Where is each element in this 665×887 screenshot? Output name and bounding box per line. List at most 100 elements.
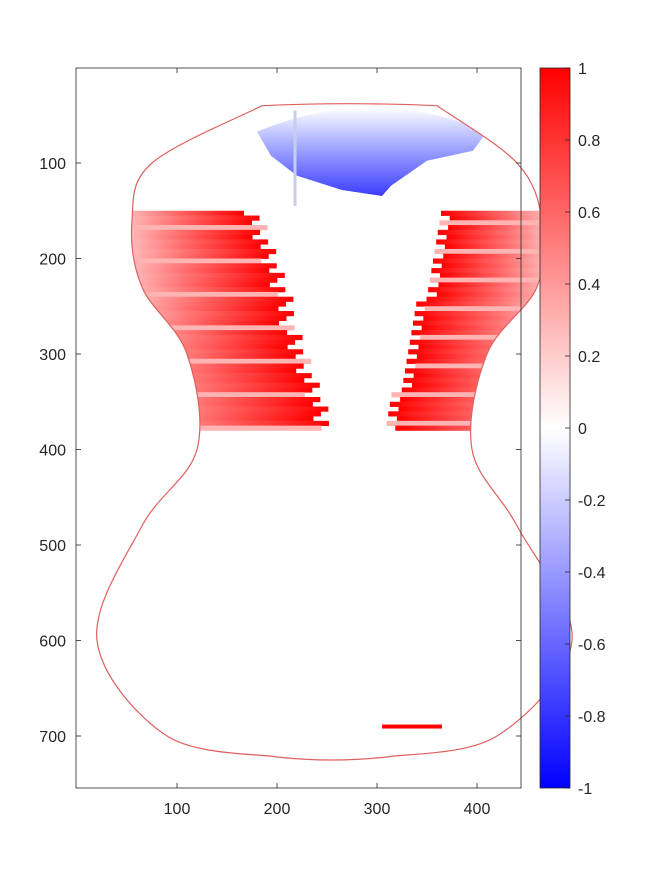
left-red-stripe: [112, 287, 286, 293]
left-red-stripe: [112, 392, 305, 398]
right-red-stripe: [440, 272, 562, 278]
left-red-stripe: [112, 377, 305, 384]
colorbar-tick-label: -0.6: [578, 637, 606, 654]
colorbar-tick-label: -0.4: [578, 565, 606, 582]
left-red-stripe: [112, 334, 303, 341]
right-red-stripe: [423, 315, 562, 321]
x-tick-label: 200: [264, 801, 291, 818]
colorbar-tick-label: -0.2: [578, 493, 606, 510]
left-red-stripe: [112, 349, 304, 355]
right-red-stripe: [411, 330, 562, 336]
left-red-stripe: [112, 225, 268, 231]
left-red-stripe: [112, 296, 294, 302]
left-red-stripe: [112, 263, 277, 269]
y-tick-label: 200: [39, 252, 66, 269]
right-red-stripe: [429, 277, 562, 283]
left-red-stripe: [112, 239, 269, 245]
right-red-stripe: [446, 234, 562, 240]
left-red-stripe: [112, 373, 312, 379]
plot-frame: [75, 67, 522, 789]
left-red-stripe: [112, 220, 253, 226]
left-red-stripe: [112, 396, 321, 403]
left-red-stripe: [112, 425, 322, 431]
right-red-stripe: [421, 325, 562, 331]
right-red-stripe: [424, 306, 562, 312]
blue-region: [257, 107, 487, 196]
left-red-stripe: [112, 291, 278, 298]
left-red-stripe: [112, 325, 295, 331]
left-red-stripe: [112, 277, 278, 283]
x-tick-label: 300: [364, 801, 391, 818]
left-red-stripe: [112, 320, 279, 326]
small-red-patch: [382, 724, 442, 729]
y-tick-label: 600: [39, 634, 66, 651]
y-tick-label: 700: [39, 729, 66, 746]
left-red-stripe: [112, 363, 304, 369]
colorbar-tick-label: -0.8: [578, 709, 606, 726]
right-red-stripe: [437, 229, 562, 236]
colorbar-tick-label: 0.4: [578, 277, 600, 294]
left-red-stripe: [112, 382, 320, 388]
right-red-stripe: [414, 311, 562, 317]
right-red-stripe: [443, 253, 562, 259]
left-red-stripe: [112, 306, 279, 312]
right-red-stripe: [432, 258, 562, 264]
right-red-stripe: [436, 239, 562, 245]
left-red-stripe: [112, 406, 329, 412]
left-red-stripe: [112, 210, 244, 216]
right-red-stripe: [413, 320, 562, 326]
left-red-stripe: [112, 282, 270, 288]
left-red-stripe: [112, 258, 262, 264]
x-axis: 100 200 300 400: [164, 68, 491, 818]
left-red-stripe: [112, 358, 312, 364]
right-red-stripe: [416, 301, 562, 307]
left-red-stripe: [112, 368, 297, 374]
right-red-stripe: [426, 296, 562, 302]
left-red-stripe: [112, 311, 294, 317]
left-red-stripe: [112, 420, 329, 427]
right-red-stripe: [444, 244, 562, 250]
colorbar-tick-label: 0.6: [578, 205, 600, 222]
right-red-stripe: [438, 282, 562, 288]
colorbar-tick-label: 0: [578, 421, 587, 438]
colorbar-tick-label: -1: [578, 781, 592, 798]
right-red-stripe: [434, 248, 562, 255]
right-red-stripe: [431, 268, 562, 274]
y-tick-label: 300: [39, 347, 66, 364]
right-red-stripe: [439, 220, 562, 226]
right-red-stripe: [449, 215, 562, 221]
colorbar-ticks: 1 0.8 0.6 0.4 0.2 0 -0.2 -0.4 -0.6 -0.8 -1: [565, 61, 606, 798]
right-red-stripe: [441, 210, 562, 216]
left-red-stripe: [112, 354, 296, 360]
left-red-stripe: [112, 387, 313, 393]
y-tick-label: 100: [39, 156, 66, 173]
right-red-stripe: [428, 287, 562, 293]
left-red-stripe: [112, 301, 286, 307]
colorbar-tick-label: 0.8: [578, 133, 600, 150]
right-red-stripe: [408, 349, 562, 355]
y-axis: 100 200 300 400 500 600 700: [39, 156, 521, 746]
right-red-stripe: [420, 334, 562, 341]
right-red-stripe: [441, 263, 562, 269]
left-red-stripe: [112, 330, 288, 336]
left-red-stripe: [112, 234, 253, 240]
right-red-stripe: [436, 291, 562, 298]
left-red-stripe: [112, 272, 285, 278]
left-red-stripe: [112, 229, 261, 236]
left-red-stripe: [112, 315, 287, 321]
left-red-stripe: [112, 253, 269, 259]
right-red-stripe: [409, 339, 562, 345]
x-tick-label: 400: [464, 801, 491, 818]
y-tick-label: 500: [39, 538, 66, 555]
right-red-stripe: [448, 225, 562, 231]
left-red-stripe: [112, 401, 313, 407]
left-red-stripe: [112, 411, 321, 417]
left-red-stripe: [112, 215, 260, 221]
left-red-stripe: [112, 344, 288, 350]
left-red-stripe: [112, 248, 277, 255]
colorbar-tick-label: 1: [578, 61, 587, 78]
left-red-stripe: [112, 244, 261, 250]
left-red-stripe: [112, 339, 296, 345]
y-tick-label: 400: [39, 443, 66, 460]
